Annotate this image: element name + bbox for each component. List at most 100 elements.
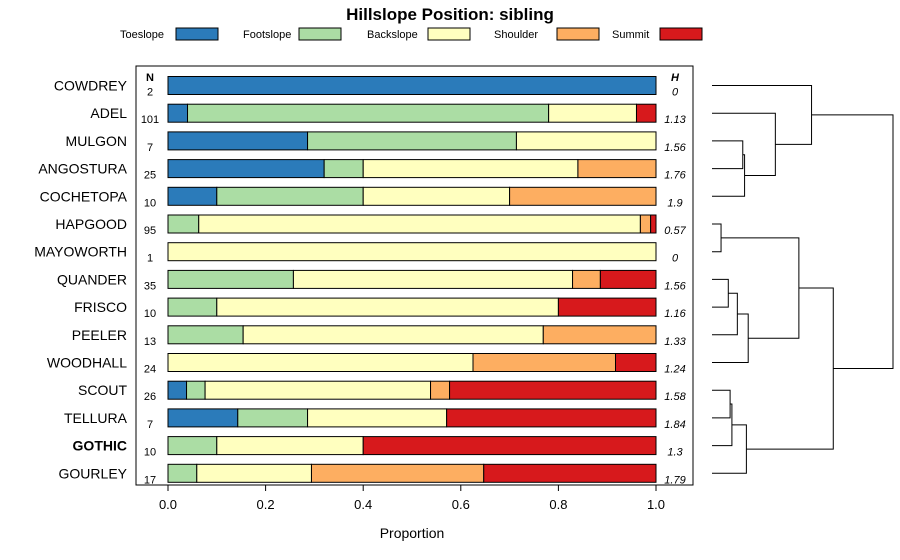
- bar-segment-woodhall-backslope: [167, 353, 474, 372]
- bar-segment-mulgon-toeslope: [167, 131, 309, 151]
- n-value-gothic: 10: [144, 447, 156, 459]
- bar-segment-gourley-backslope: [196, 463, 312, 483]
- n-value-gourley: 17: [144, 474, 156, 486]
- h-value-woodhall: 1.24: [664, 364, 685, 376]
- bar-segment-adel-toeslope: [167, 103, 189, 123]
- bar-segment-tellura-toeslope: [167, 408, 239, 428]
- dendrogram-branch: [712, 140, 744, 170]
- bar-segment-adel-backslope: [548, 103, 637, 123]
- bar-segment-scout-summit: [449, 380, 657, 400]
- x-tick-label: 1.0: [647, 497, 665, 512]
- dendrogram: [712, 85, 894, 474]
- dendrogram-branch: [712, 278, 729, 308]
- bar-segment-angostura-toeslope: [167, 159, 325, 179]
- row-label-gourley: GOURLEY: [59, 465, 128, 481]
- bar-segment-tellura-backslope: [307, 408, 448, 428]
- bar-segment-hapgood-summit: [650, 214, 657, 234]
- bar-segment-adel-footslope: [187, 103, 550, 123]
- bar-segment-hapgood-footslope: [167, 214, 200, 234]
- row-label-tellura: TELLURA: [64, 410, 128, 426]
- dendrogram-branch: [712, 223, 722, 253]
- bar-segment-gourley-summit: [483, 463, 657, 483]
- n-value-quander: 35: [144, 280, 156, 292]
- row-label-gothic: GOTHIC: [73, 438, 127, 454]
- bar-segment-peeler-footslope: [167, 325, 244, 345]
- bar-segment-hapgood-backslope: [198, 214, 641, 234]
- row-label-mulgon: MULGON: [66, 133, 127, 149]
- bar-segment-gourley-shoulder: [310, 463, 485, 483]
- dendrogram-branch: [746, 287, 834, 450]
- legend-label-backslope: Backslope: [367, 29, 418, 41]
- x-tick-label: 0.2: [257, 497, 275, 512]
- dendrogram-branch: [712, 85, 813, 145]
- bar-segment-cochetopa-shoulder: [509, 186, 657, 206]
- bar-segment-frisco-summit: [557, 297, 657, 317]
- dendrogram-branch: [721, 237, 800, 339]
- row-label-angostura: ANGOSTURA: [38, 161, 127, 177]
- bar-segment-gourley-footslope: [167, 463, 198, 483]
- bar-segment-quander-summit: [599, 269, 657, 289]
- bar-segment-scout-shoulder: [430, 380, 451, 400]
- x-tick-label: 0.6: [452, 497, 470, 512]
- h-value-cochetopa: 1.9: [667, 197, 682, 209]
- bar-segment-gothic-summit: [362, 436, 657, 456]
- bar-segment-cochetopa-backslope: [362, 186, 511, 206]
- bar-segment-cochetopa-footslope: [216, 186, 364, 206]
- legend-swatch-summit: [659, 27, 703, 41]
- bar-segment-adel-summit: [635, 103, 657, 123]
- dendrogram-branch: [712, 112, 776, 177]
- bar-segment-frisco-footslope: [167, 297, 218, 317]
- n-value-angostura: 25: [144, 170, 156, 182]
- x-tick-label: 0.4: [354, 497, 372, 512]
- plot-frame: [135, 65, 694, 486]
- legend-label-footslope: Footslope: [243, 29, 291, 41]
- h-value-cowdrey: 0: [672, 87, 679, 99]
- h-value-gourley: 1.79: [664, 474, 685, 486]
- dendrogram-branch: [712, 313, 749, 363]
- chart-title: Hillslope Position: sibling: [346, 5, 554, 24]
- row-label-mayoworth: MAYOWORTH: [34, 244, 127, 260]
- row-label-hapgood: HAPGOOD: [55, 216, 127, 232]
- x-tick-label: 0.0: [159, 497, 177, 512]
- bar-segment-peeler-shoulder: [542, 325, 657, 345]
- n-value-scout: 26: [144, 391, 156, 403]
- legend-label-toeslope: Toeslope: [120, 29, 164, 41]
- bar-segment-scout-backslope: [204, 380, 432, 400]
- row-label-cochetopa: COCHETOPA: [40, 188, 128, 204]
- row-label-cowdrey: COWDREY: [54, 78, 128, 94]
- legend-swatch-shoulder: [556, 27, 600, 41]
- bar-segment-mulgon-backslope: [515, 131, 657, 151]
- row-label-frisco: FRISCO: [74, 299, 127, 315]
- h-value-scout: 1.58: [664, 391, 686, 403]
- bar-segment-woodhall-shoulder: [472, 353, 616, 372]
- x-axis-title: Proportion: [380, 525, 445, 541]
- bar-segment-angostura-shoulder: [577, 159, 657, 179]
- n-value-mayoworth: 1: [147, 253, 153, 265]
- bar-segment-quander-footslope: [167, 269, 294, 289]
- dendrogram-branch: [712, 403, 733, 447]
- h-value-peeler: 1.33: [664, 336, 686, 348]
- x-axis: 0.0 0.2 0.4 0.6 0.8 1.0: [159, 485, 665, 512]
- n-value-frisco: 10: [144, 308, 156, 320]
- bar-segment-scout-toeslope: [167, 380, 188, 400]
- bar-segment-cowdrey-toeslope: [167, 76, 657, 95]
- row-label-woodhall: WOODHALL: [47, 355, 127, 371]
- legend-label-summit: Summit: [612, 29, 649, 41]
- bar-segment-quander-backslope: [292, 269, 574, 289]
- h-value-quander: 1.56: [664, 280, 686, 292]
- bar-segment-peeler-backslope: [242, 325, 544, 345]
- h-column-header: H: [671, 72, 680, 84]
- bar-segment-mulgon-footslope: [307, 131, 517, 151]
- legend-swatch-footslope: [298, 27, 342, 41]
- legend-swatch-toeslope: [175, 27, 219, 41]
- n-value-hapgood: 95: [144, 225, 156, 237]
- bar-segment-frisco-backslope: [216, 297, 559, 317]
- bar-segment-tellura-summit: [446, 408, 657, 428]
- n-value-cochetopa: 10: [144, 197, 156, 209]
- bar-segment-angostura-backslope: [362, 159, 579, 179]
- bar-segment-scout-footslope: [186, 380, 206, 400]
- row-label-peeler: PEELER: [72, 327, 127, 343]
- dendrogram-branch: [712, 154, 746, 197]
